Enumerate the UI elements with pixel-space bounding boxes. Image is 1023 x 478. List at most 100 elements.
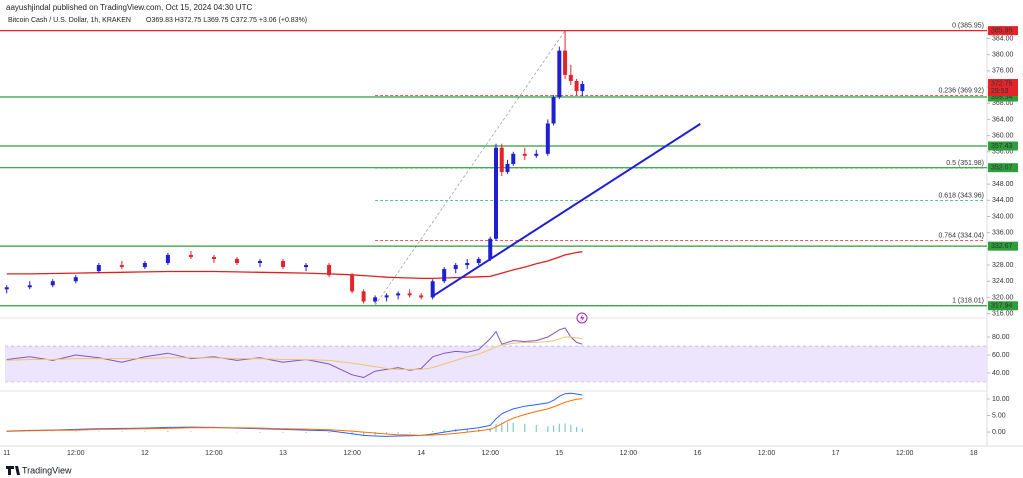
candle-body	[73, 277, 78, 282]
candle-body	[551, 97, 556, 124]
countdown: 29:53	[991, 88, 1009, 95]
histogram-bar	[501, 422, 503, 433]
x-tick-label: 12:00	[896, 450, 914, 457]
level-label: 332.67	[991, 243, 1013, 250]
y-tick-label: 320.00	[992, 294, 1014, 301]
histogram-bar	[75, 431, 77, 433]
histogram-bar	[121, 431, 123, 433]
last-price-tag	[988, 79, 1018, 97]
candle-body	[568, 74, 573, 81]
candle-body	[505, 163, 510, 173]
candle-body	[545, 123, 550, 154]
x-tick-label: 14	[417, 450, 425, 457]
x-tick-label: 18	[970, 450, 978, 457]
x-tick-label: 12:00	[758, 450, 776, 457]
candle-body	[563, 50, 568, 75]
level-label: 369.54	[991, 94, 1013, 101]
brand: TradingView	[22, 465, 72, 475]
x-tick-label: 17	[832, 450, 840, 457]
x-tick-label: 12:00	[620, 450, 638, 457]
fib-label: 0.5 (351.98)	[946, 160, 984, 167]
x-tick-label: 12:00	[205, 450, 223, 457]
x-tick-label: 16	[694, 450, 702, 457]
ohlc: O369.83 H372.75 L369.75 C372.75 +3.06 (+…	[146, 17, 307, 24]
fib-label: 0.236 (369.92)	[938, 87, 984, 94]
level-tag	[988, 141, 1018, 151]
candle-body	[494, 147, 498, 239]
histogram-bar	[363, 432, 365, 436]
y-tick-label: 384.00	[992, 35, 1014, 42]
level-label: 357.43	[991, 143, 1013, 150]
histogram-bar	[466, 429, 468, 433]
candle-body	[373, 297, 378, 302]
y-tick-label: 336.00	[992, 230, 1014, 237]
histogram-bar	[512, 422, 514, 433]
candle-body	[27, 285, 32, 288]
y-tick-label: 380.00	[992, 52, 1014, 59]
candle-body	[580, 84, 585, 92]
y-tick-label: 324.00	[992, 278, 1014, 285]
candle-body	[257, 261, 262, 264]
candle-body	[453, 265, 458, 270]
rsi-line	[6, 336, 583, 370]
histogram-bar	[443, 429, 445, 433]
candle-body	[430, 281, 435, 298]
moving-average	[6, 251, 583, 280]
y-tick-label: 348.00	[992, 181, 1014, 188]
trendline	[432, 123, 701, 298]
x-tick-label: 12:00	[343, 450, 361, 457]
candle-body	[488, 238, 493, 259]
candle-body	[384, 295, 389, 298]
histogram-bar	[581, 428, 583, 433]
candle-body	[188, 254, 193, 257]
histogram-bar	[575, 426, 578, 433]
level-tag	[988, 92, 1018, 102]
candle-body	[211, 256, 216, 259]
histogram-bar	[552, 425, 555, 433]
candle-body	[574, 80, 579, 92]
level-label: 385.95	[991, 27, 1013, 34]
x-tick-label: 11	[3, 450, 10, 457]
candle-body	[522, 153, 527, 156]
candle-body	[442, 269, 447, 282]
histogram-bar	[190, 431, 192, 433]
fib-label: 0.764 (334.04)	[938, 232, 984, 239]
candle-body	[476, 258, 481, 264]
histogram-bar	[547, 426, 549, 433]
level-label: 352.07	[991, 165, 1013, 172]
histogram-bar	[282, 432, 284, 433]
y-tick-label: 60.00	[992, 352, 1010, 359]
rsi-band	[5, 346, 987, 382]
histogram-bar	[432, 431, 434, 433]
fib-label: 0.618 (343.96)	[938, 192, 984, 199]
y-tick-label: 80.00	[992, 334, 1010, 341]
level-tag	[988, 163, 1018, 173]
macd-line	[6, 392, 583, 437]
y-tick-label: 376.00	[992, 68, 1014, 75]
candle-body	[234, 258, 239, 264]
candle-body	[396, 293, 401, 296]
candle-body	[407, 293, 412, 296]
y-tick-label: 40.00	[992, 370, 1010, 377]
level-label: 317.94	[991, 303, 1013, 310]
macd-line	[6, 398, 583, 436]
candle-body	[534, 153, 539, 156]
candle-body	[419, 295, 424, 298]
candle-body	[350, 275, 355, 292]
fib-label: 0 (385.95)	[952, 22, 984, 29]
publisher: aayushjindal published on TradingView.co…	[6, 3, 252, 12]
event-icon-bolt	[580, 314, 585, 322]
y-tick-label: 328.00	[992, 262, 1014, 269]
histogram-bar	[535, 425, 537, 433]
symbol: Bitcoin Cash / U.S. Dollar, 1h, KRAKEN	[8, 17, 131, 24]
level-tag	[988, 241, 1018, 251]
histogram-bar	[259, 432, 261, 433]
histogram-bar	[564, 423, 566, 433]
histogram-bar	[386, 432, 388, 435]
y-tick-label: 316.00	[992, 310, 1014, 317]
x-tick-label: 12:00	[67, 450, 85, 457]
y-tick-label: 356.00	[992, 149, 1014, 156]
y-tick-label: 340.00	[992, 213, 1014, 220]
histogram-bar	[506, 422, 509, 433]
